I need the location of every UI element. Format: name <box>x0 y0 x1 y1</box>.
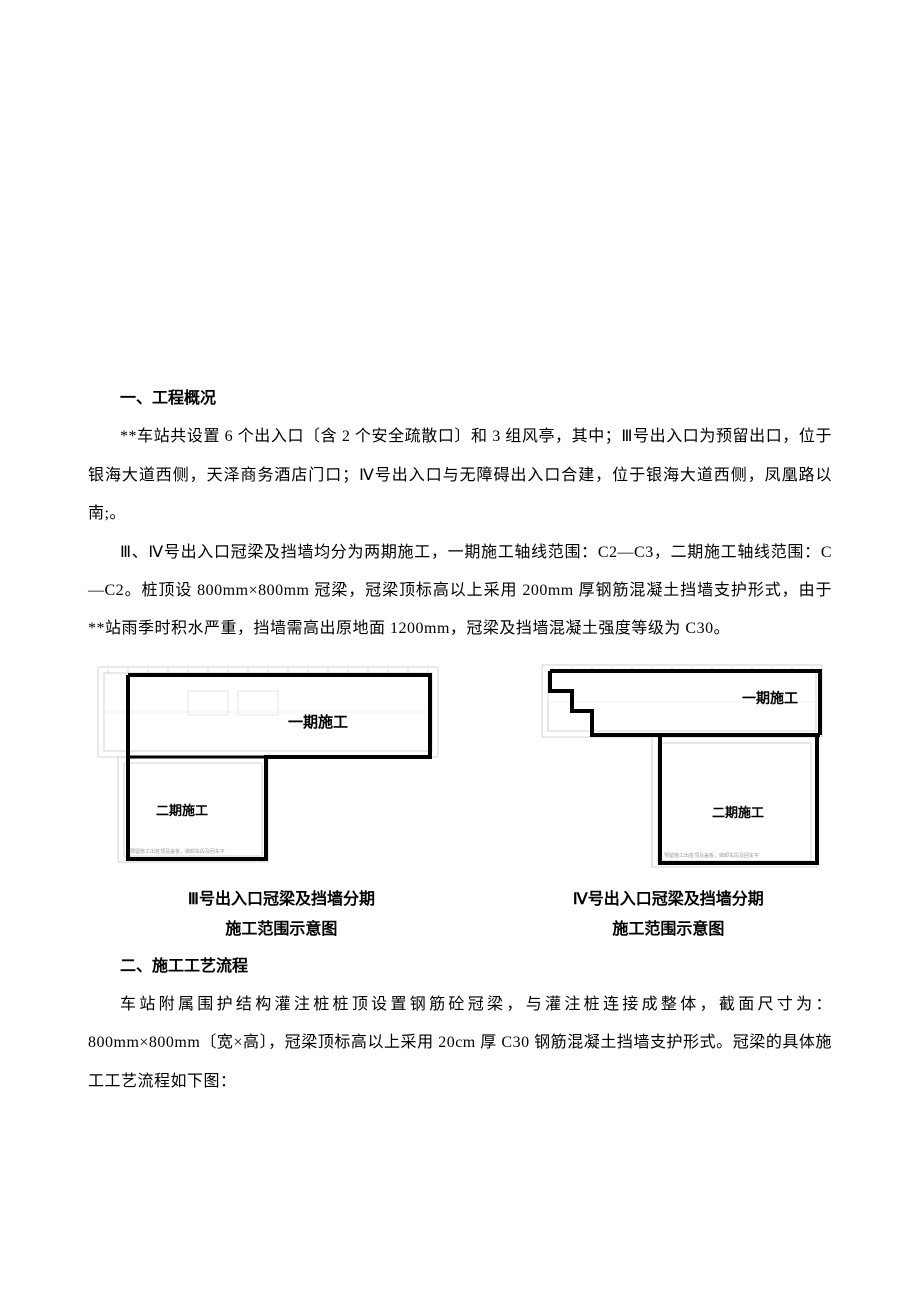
section1-heading: 一、工程概况 <box>88 380 832 418</box>
section1-para2: Ⅲ、Ⅳ号出入口冠梁及挡墙均分为两期施工，一期施工轴线范围：C2—C3，二期施工轴… <box>88 534 832 649</box>
section2-para1: 车站附属围护结构灌注桩桩顶设置钢筋砼冠梁，与灌注桩连接成整体，截面尺寸为：800… <box>88 986 832 1101</box>
svg-text:一期施工: 一期施工 <box>742 690 798 706</box>
svg-text:预留施工出桩顶及盖板，做卸车段及回车平: 预留施工出桩顶及盖板，做卸车段及回车平 <box>130 848 225 855</box>
diagram-left-svg: 一期施工 二期施工 预留施工出桩顶及盖板，做卸车段及回车平 <box>88 657 448 877</box>
diagrams-row: 一期施工 二期施工 预留施工出桩顶及盖板，做卸车段及回车平 <box>88 657 832 877</box>
diagram-right-block: 一期施工 二期施工 预留施工出桩顶及盖板，做卸车段及回车平 <box>532 657 832 877</box>
svg-text:预留施工出桩顶及盖板，做卸车段及回车平: 预留施工出桩顶及盖板，做卸车段及回车平 <box>664 852 759 859</box>
caption-left: Ⅲ号出入口冠梁及挡墙分期 施工范围示意图 <box>88 885 475 946</box>
caption-left-line1: Ⅲ号出入口冠梁及挡墙分期 <box>88 885 475 915</box>
section1-para1: **车站共设置 6 个出入口〔含 2 个安全疏散口〕和 3 组风亭，其中；Ⅲ号出… <box>88 418 832 533</box>
caption-left-line2: 施工范围示意图 <box>88 915 475 945</box>
diagram-left-block: 一期施工 二期施工 预留施工出桩顶及盖板，做卸车段及回车平 <box>88 657 448 877</box>
svg-text:二期施工: 二期施工 <box>156 803 208 818</box>
diagram-right-svg: 一期施工 二期施工 预留施工出桩顶及盖板，做卸车段及回车平 <box>532 657 832 877</box>
document-content: 一、工程概况 **车站共设置 6 个出入口〔含 2 个安全疏散口〕和 3 组风亭… <box>88 380 832 1101</box>
caption-right: Ⅳ号出入口冠梁及挡墙分期 施工范围示意图 <box>505 885 832 946</box>
section2-heading: 二、施工工艺流程 <box>88 948 832 986</box>
caption-right-line2: 施工范围示意图 <box>505 915 832 945</box>
svg-text:一期施工: 一期施工 <box>288 713 348 731</box>
svg-text:二期施工: 二期施工 <box>712 805 764 820</box>
caption-right-line1: Ⅳ号出入口冠梁及挡墙分期 <box>505 885 832 915</box>
caption-group: Ⅲ号出入口冠梁及挡墙分期 施工范围示意图 Ⅳ号出入口冠梁及挡墙分期 施工范围示意… <box>88 885 832 946</box>
